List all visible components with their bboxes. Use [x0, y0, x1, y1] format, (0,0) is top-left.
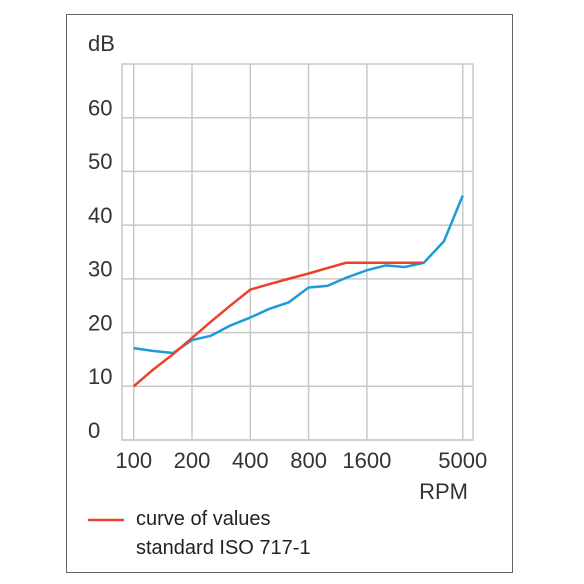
x-axis-label: RPM — [419, 479, 468, 504]
series-line — [133, 195, 464, 355]
plot-border — [121, 63, 474, 441]
y-tick-label: 20 — [88, 310, 112, 335]
y-tick-label: 60 — [88, 96, 112, 121]
y-tick-label: 10 — [88, 364, 112, 389]
x-tick-label: 1600 — [342, 448, 391, 473]
legend-label: curve of values standard ISO 717-1 — [136, 508, 311, 559]
x-tick-label: 5000 — [438, 448, 487, 473]
x-tick-label: 800 — [290, 448, 327, 473]
series-line — [132, 261, 424, 388]
y-tick-label: 50 — [88, 149, 112, 174]
y-axis-label: dB — [88, 31, 115, 56]
x-tick-label: 400 — [232, 448, 269, 473]
x-tick-label: 200 — [174, 448, 211, 473]
y-tick-label: 0 — [88, 418, 100, 443]
x-tick-label: 100 — [115, 448, 152, 473]
y-tick-label: 40 — [88, 203, 112, 228]
y-tick-label: 30 — [88, 257, 112, 282]
marks — [132, 195, 464, 388]
grid — [122, 64, 473, 441]
frame — [66, 14, 513, 573]
